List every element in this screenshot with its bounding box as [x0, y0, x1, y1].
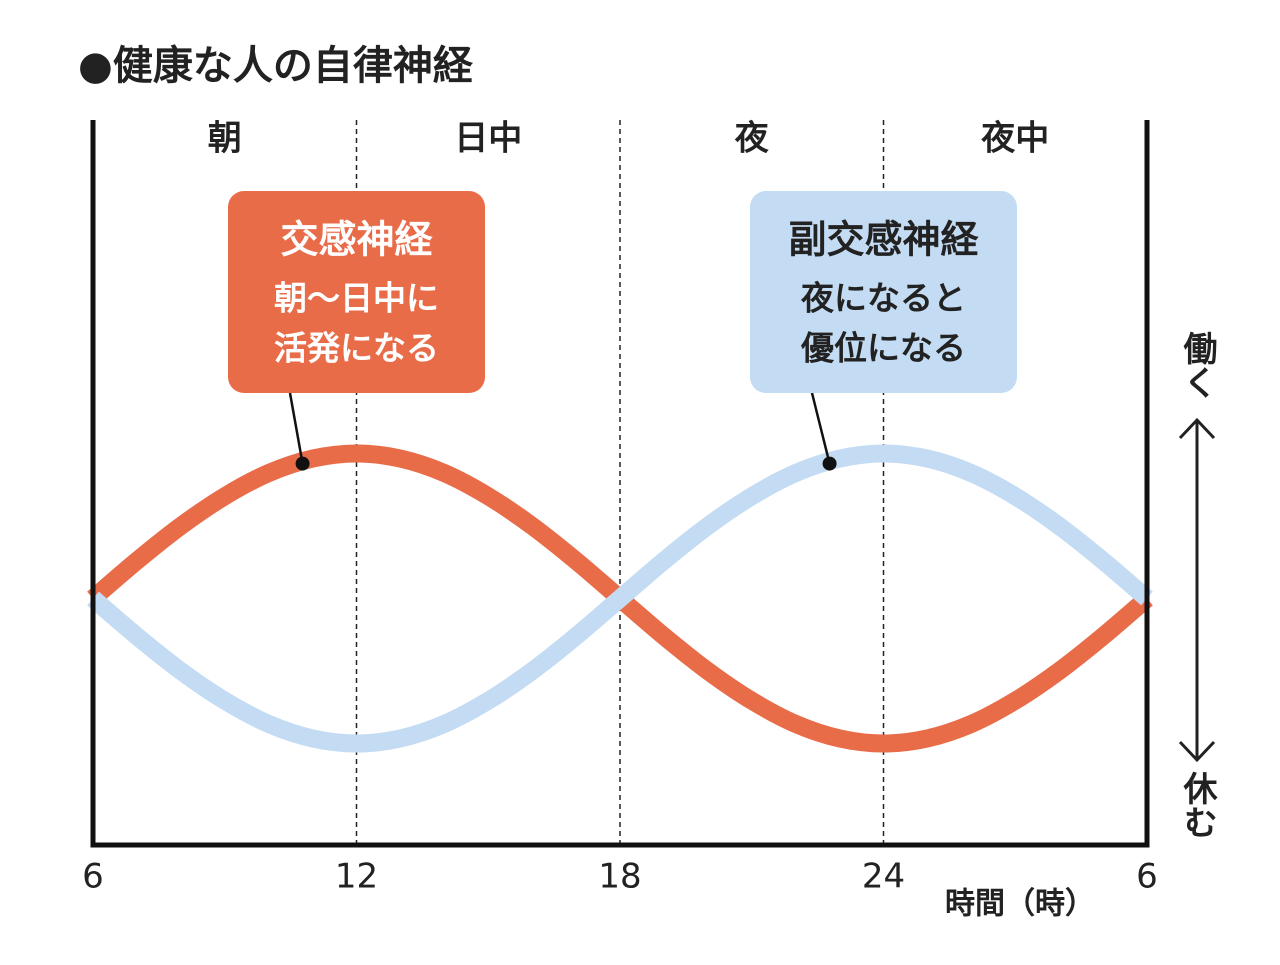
- callout-text: 朝〜日中に: [274, 279, 439, 318]
- period-label: 日中: [454, 119, 522, 159]
- y-top-label: 働く: [1177, 331, 1217, 399]
- callout-text: 夜になると: [800, 279, 966, 318]
- axis-frame: [90, 120, 1150, 848]
- series-group: [87, 444, 1153, 753]
- callout-title: 交感神経: [280, 218, 433, 262]
- callout-box: [228, 191, 485, 393]
- chart-title: ●健康な人の自律神経: [78, 43, 474, 89]
- x-tick-label: 6: [1136, 857, 1158, 897]
- callout-text: 優位になる: [800, 329, 966, 368]
- x-tick-label: 24: [862, 857, 905, 897]
- callout-text: 活発になる: [274, 329, 439, 368]
- x-tick-label: 12: [335, 857, 378, 897]
- y-bottom-label: 休む: [1177, 771, 1218, 839]
- callout-dot: [822, 456, 837, 471]
- x-axis-label: 時間（時）: [945, 887, 1095, 922]
- callout-dot: [295, 456, 310, 471]
- period-label: 夜: [734, 119, 770, 159]
- period-label: 朝: [208, 119, 242, 159]
- callout-pointer: [288, 392, 304, 464]
- callout-pointer: [810, 392, 831, 464]
- callout-title: 副交感神経: [788, 218, 979, 262]
- double-arrow: [1178, 417, 1216, 763]
- x-tick-label: 18: [598, 857, 641, 897]
- x-tick-label: 6: [82, 857, 104, 897]
- period-label: 夜中: [980, 119, 1049, 159]
- series-line: [87, 444, 1153, 753]
- callout-box: [750, 191, 1017, 393]
